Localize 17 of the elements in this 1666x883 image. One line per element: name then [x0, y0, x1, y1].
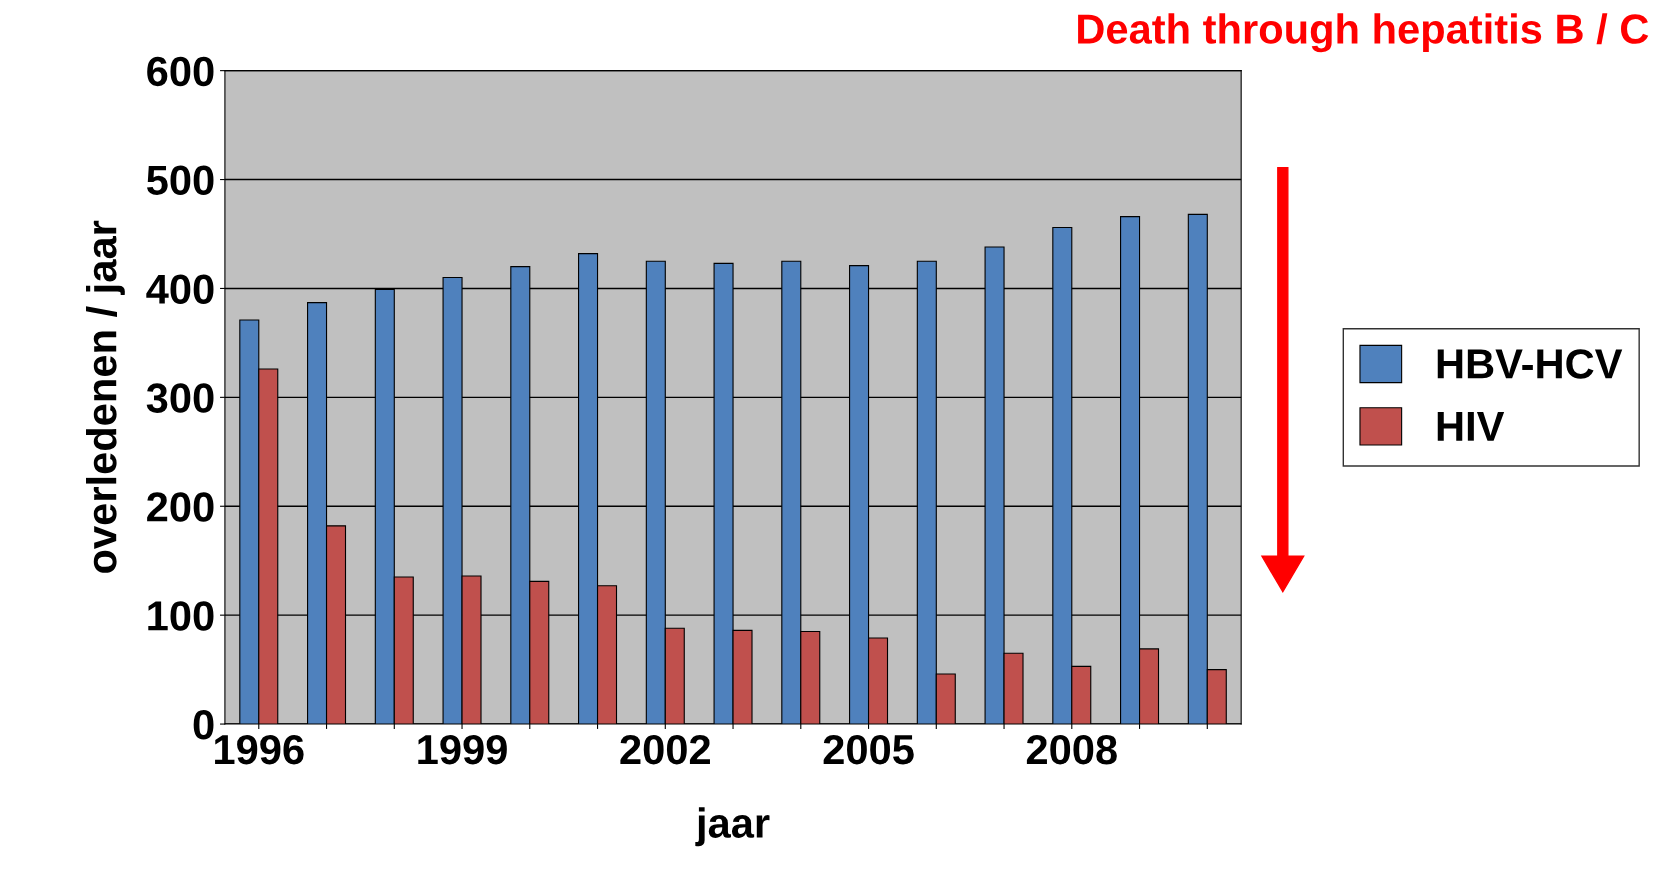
x-tick-label: 1996 [215, 734, 304, 765]
y-axis-title: overledenen / jaar [86, 220, 125, 573]
x-axis-title: jaar [695, 807, 770, 847]
legend-label: HIV [1437, 412, 1505, 441]
y-tick-label: 500 [146, 165, 214, 196]
x-tick-label: 1999 [418, 734, 507, 765]
y-tick-label: 300 [146, 383, 214, 413]
y-tick-label: 100 [148, 601, 214, 631]
text: Death through hepatitis B / C [1078, 13, 1649, 53]
y-tick-label: 0 [193, 710, 214, 740]
x-tick-label: 2008 [1026, 734, 1117, 765]
x-tick-label: 2002 [620, 734, 710, 765]
y-tick-label: 200 [147, 492, 214, 522]
legend-label: HBV-HCV [1437, 349, 1623, 379]
x-tick-label: 2005 [823, 734, 914, 765]
y-tick-label: 400 [146, 274, 214, 304]
y-tick-label: 600 [147, 56, 214, 87]
